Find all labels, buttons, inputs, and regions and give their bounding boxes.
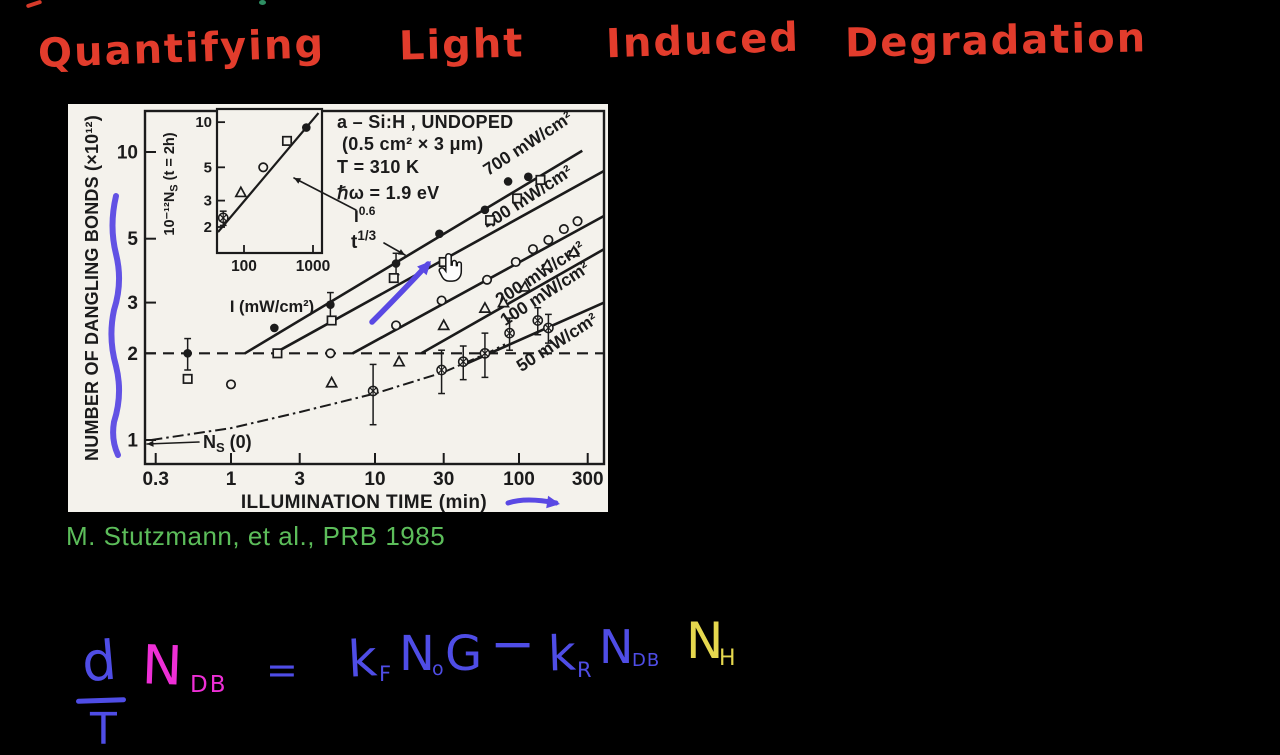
svg-text:1000: 1000 bbox=[296, 258, 330, 275]
svg-text:10: 10 bbox=[117, 143, 138, 164]
svg-text:5: 5 bbox=[127, 229, 138, 250]
svg-text:1: 1 bbox=[226, 469, 237, 490]
stray-red-mark bbox=[25, 0, 43, 9]
eq-equals: = bbox=[266, 648, 298, 692]
sample-info-line: a – Si:H , UNDOPED bbox=[337, 112, 513, 132]
sample-info-line: ℏω = 1.9 eV bbox=[337, 183, 439, 203]
stutzmann-figure-panel: 700 mW/cm² 400 mW/cm² 200 mW/cm² 100 mW/cm²… bbox=[68, 104, 608, 512]
eq-denominator: T bbox=[90, 704, 117, 755]
x-axis-label: ILLUMINATION TIME (min) bbox=[241, 492, 487, 512]
svg-text:5: 5 bbox=[204, 159, 212, 176]
y-axis-label: NUMBER OF DANGLING BONDS (×10¹²) bbox=[82, 115, 102, 461]
hand-pointer-icon bbox=[438, 253, 463, 282]
eq-ndb-lhs: N bbox=[140, 633, 184, 698]
inset-y-label: 10⁻¹²NS (t = 2h) bbox=[162, 132, 181, 235]
svg-text:3: 3 bbox=[204, 193, 212, 210]
green-dot-artifact bbox=[259, 0, 266, 5]
title-word: Degradation bbox=[844, 15, 1148, 67]
svg-text:30: 30 bbox=[433, 469, 454, 490]
citation: M. Stutzmann, et al., PRB 1985 bbox=[66, 521, 446, 551]
hand-drawn-annotations bbox=[108, 193, 560, 509]
svg-text:100: 100 bbox=[231, 258, 257, 275]
svg-text:10: 10 bbox=[364, 469, 385, 490]
svg-text:300: 300 bbox=[572, 469, 604, 490]
series-label: 50 mW/cm² bbox=[513, 309, 602, 376]
eq-nh-sub: H bbox=[719, 646, 736, 671]
svg-text:3: 3 bbox=[127, 293, 138, 314]
ns0-annotation: NS (0) bbox=[203, 432, 252, 455]
slope-annotation: t1/3 bbox=[351, 228, 377, 253]
svg-text:3: 3 bbox=[294, 469, 305, 490]
svg-text:100: 100 bbox=[503, 469, 535, 490]
eq-no: N bbox=[399, 626, 435, 682]
eq-numerator-d: d bbox=[79, 628, 119, 695]
svg-text:1: 1 bbox=[127, 431, 138, 452]
eq-kr: k bbox=[547, 625, 577, 683]
title-word: Quantifying bbox=[37, 21, 326, 77]
eq-ndb-lhs-sub: DB bbox=[190, 672, 228, 698]
eq-nh: N bbox=[686, 612, 724, 670]
svg-text:10: 10 bbox=[195, 114, 212, 131]
title-word: Light bbox=[398, 20, 526, 70]
eq-g: G bbox=[445, 626, 483, 682]
eq-minus: − bbox=[490, 612, 536, 675]
eq-kf-sub: F bbox=[379, 662, 392, 686]
eq-ndb-rhs-sub: DB bbox=[632, 650, 661, 671]
eq-no-sub: o bbox=[432, 658, 444, 680]
inset-x-label: I (mW/cm²) bbox=[230, 298, 314, 316]
sample-info-line: (0.5 cm² × 3 μm) bbox=[342, 134, 483, 154]
inset-power-annotation: I0.6 bbox=[354, 204, 376, 226]
svg-text:0.3: 0.3 bbox=[142, 469, 168, 490]
inset-plot: 2 3 5 10 100 1000 10⁻¹²NS (t = 2h) I (mW/cm²) I0… bbox=[162, 107, 376, 316]
video-frame: { "frame": { "background": "#000000" }, … bbox=[25, 0, 1148, 755]
title-word: Induced bbox=[605, 14, 801, 68]
svg-text:2: 2 bbox=[127, 344, 138, 365]
eq-kf: k bbox=[346, 629, 379, 689]
eq-kr-sub: R bbox=[577, 658, 592, 682]
axis-highlight-squiggle bbox=[108, 193, 122, 458]
sample-info-line: T = 310 K bbox=[337, 157, 419, 177]
eq-ndb-rhs: N bbox=[599, 620, 634, 674]
hand-cursor bbox=[438, 252, 464, 284]
svg-text:2: 2 bbox=[204, 219, 212, 236]
eq-fraction-bar bbox=[75, 697, 127, 704]
